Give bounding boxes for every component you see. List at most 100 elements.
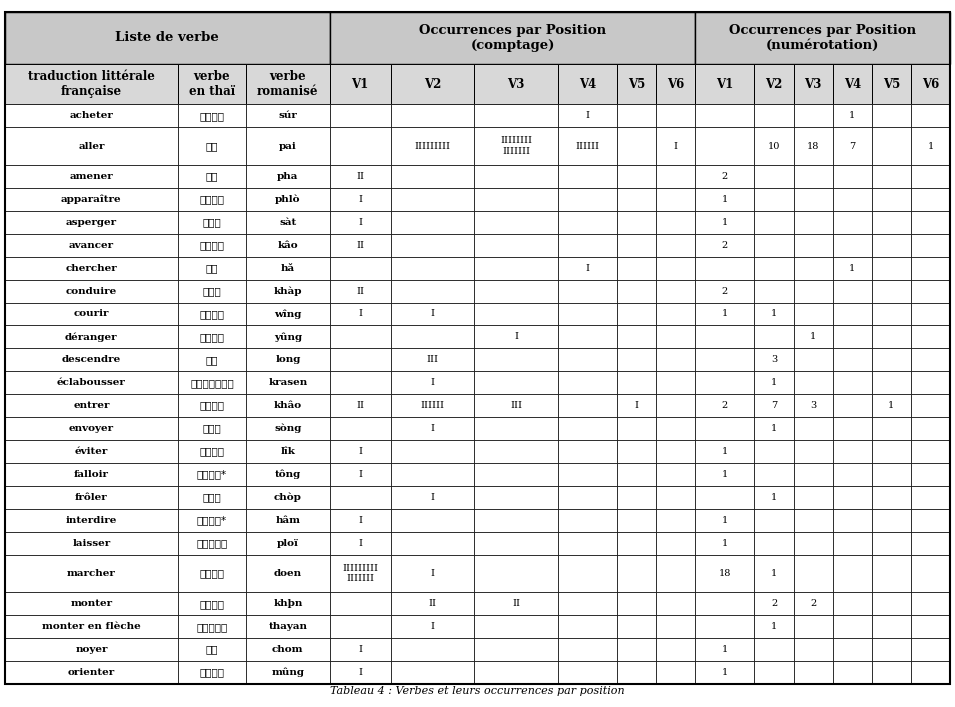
Bar <box>911 325 950 349</box>
Bar <box>5 188 178 211</box>
Bar <box>617 279 656 303</box>
Text: súr: súr <box>279 111 297 120</box>
Bar <box>558 279 617 303</box>
Bar <box>754 554 794 592</box>
Bar <box>794 257 833 279</box>
Bar <box>178 211 246 234</box>
Bar <box>695 188 754 211</box>
Bar <box>475 234 558 257</box>
Text: apparaître: apparaître <box>61 194 121 204</box>
Bar <box>833 105 872 127</box>
Bar <box>558 509 617 532</box>
Bar <box>391 440 475 463</box>
Text: frôler: frôler <box>75 493 108 502</box>
Text: Occurrences par Position
(comptage): Occurrences par Position (comptage) <box>419 24 606 52</box>
Text: I: I <box>358 645 362 654</box>
Bar <box>794 234 833 257</box>
Text: วิ่ง: วิ่ง <box>200 309 224 319</box>
Bar <box>833 509 872 532</box>
Text: I: I <box>358 218 362 227</box>
Text: III: III <box>427 356 438 364</box>
Bar <box>656 554 695 592</box>
Bar <box>617 234 656 257</box>
Text: pai: pai <box>279 141 297 151</box>
Bar <box>911 105 950 127</box>
Text: เข้า: เข้า <box>200 401 224 411</box>
Text: wîng: wîng <box>274 309 302 319</box>
Text: IIIIIIIII
IIIIIII: IIIIIIIII IIIIIII <box>342 563 378 583</box>
Text: envoyer: envoyer <box>69 424 114 433</box>
Text: V4: V4 <box>843 78 860 90</box>
Text: V3: V3 <box>804 78 822 90</box>
Bar <box>558 463 617 486</box>
Bar <box>656 64 695 105</box>
Bar <box>695 440 754 463</box>
Bar <box>754 127 794 165</box>
Bar <box>329 371 391 395</box>
Bar <box>754 211 794 234</box>
Text: courir: courir <box>74 310 109 318</box>
Bar <box>178 188 246 211</box>
Text: ซื้อ: ซื้อ <box>200 111 224 121</box>
Bar <box>794 395 833 417</box>
Bar <box>475 165 558 188</box>
Bar <box>391 554 475 592</box>
Bar <box>794 661 833 684</box>
Bar <box>5 349 178 371</box>
Bar <box>656 325 695 349</box>
Bar <box>558 638 617 661</box>
Bar <box>558 661 617 684</box>
Bar <box>617 440 656 463</box>
Bar <box>911 440 950 463</box>
Text: I: I <box>674 141 678 151</box>
Text: ต้อง*: ต้อง* <box>197 469 227 479</box>
Bar <box>754 188 794 211</box>
Bar <box>617 509 656 532</box>
Bar <box>872 325 911 349</box>
Bar <box>695 509 754 532</box>
Text: verbe
en thaï: verbe en thaï <box>189 70 235 98</box>
Bar <box>558 105 617 127</box>
Text: chom: chom <box>272 645 304 654</box>
Text: II: II <box>356 172 364 181</box>
Text: I: I <box>358 447 362 456</box>
Text: 1: 1 <box>849 111 856 120</box>
Bar <box>246 211 329 234</box>
Bar <box>872 486 911 509</box>
Bar <box>329 349 391 371</box>
Bar <box>754 303 794 325</box>
Bar <box>794 463 833 486</box>
Bar <box>833 417 872 440</box>
Bar <box>391 395 475 417</box>
Bar <box>5 532 178 554</box>
Bar <box>5 12 329 64</box>
Bar <box>617 486 656 509</box>
Bar <box>872 211 911 234</box>
Text: I: I <box>358 470 362 479</box>
Text: acheter: acheter <box>70 111 114 120</box>
Text: I: I <box>585 111 589 120</box>
Bar <box>246 592 329 615</box>
Bar <box>872 257 911 279</box>
Text: V6: V6 <box>922 78 939 90</box>
Bar <box>178 325 246 349</box>
Bar <box>5 661 178 684</box>
Bar <box>794 105 833 127</box>
Bar <box>475 486 558 509</box>
Text: 1: 1 <box>888 401 895 410</box>
Text: I: I <box>358 668 362 677</box>
Bar <box>656 395 695 417</box>
Bar <box>617 554 656 592</box>
Bar <box>656 615 695 638</box>
Text: 1: 1 <box>722 668 728 677</box>
Bar <box>911 64 950 105</box>
Bar <box>475 554 558 592</box>
Bar <box>5 417 178 440</box>
Bar <box>5 440 178 463</box>
Text: laisser: laisser <box>73 539 111 548</box>
Bar <box>695 257 754 279</box>
Text: หา: หา <box>205 263 218 273</box>
Bar <box>329 303 391 325</box>
Bar <box>794 532 833 554</box>
Bar <box>475 592 558 615</box>
